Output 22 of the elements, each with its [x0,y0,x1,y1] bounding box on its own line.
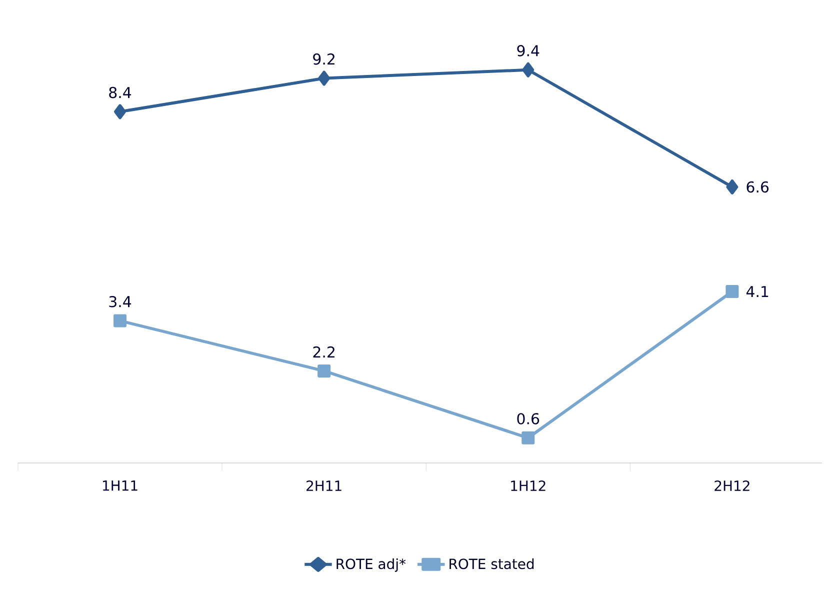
point [522,431,535,444]
data-label: 2.2 [313,346,334,358]
data-label: 6.6 [746,181,769,193]
data-label: 0.6 [517,413,540,424]
data-label: 9.2 [313,53,334,65]
data-label: 9.4 [517,45,540,56]
data-label: 8.4 [109,86,132,98]
legend-label: ROTE adj* [336,558,406,572]
point [726,179,738,194]
data-label: 3.4 [109,296,132,308]
x-tick-label: 1H12 [511,480,546,491]
legend-label: ROTE stated [450,558,534,570]
x-tick-label: 1H11 [102,480,138,491]
x-tick-label: 2H11 [306,480,342,491]
point [318,70,330,86]
point [114,104,126,120]
point [522,62,534,78]
point [114,314,127,328]
data-label: 4.1 [746,286,768,297]
point [318,364,331,378]
point [726,285,739,298]
x-tick-label: 2H12 [714,480,750,491]
